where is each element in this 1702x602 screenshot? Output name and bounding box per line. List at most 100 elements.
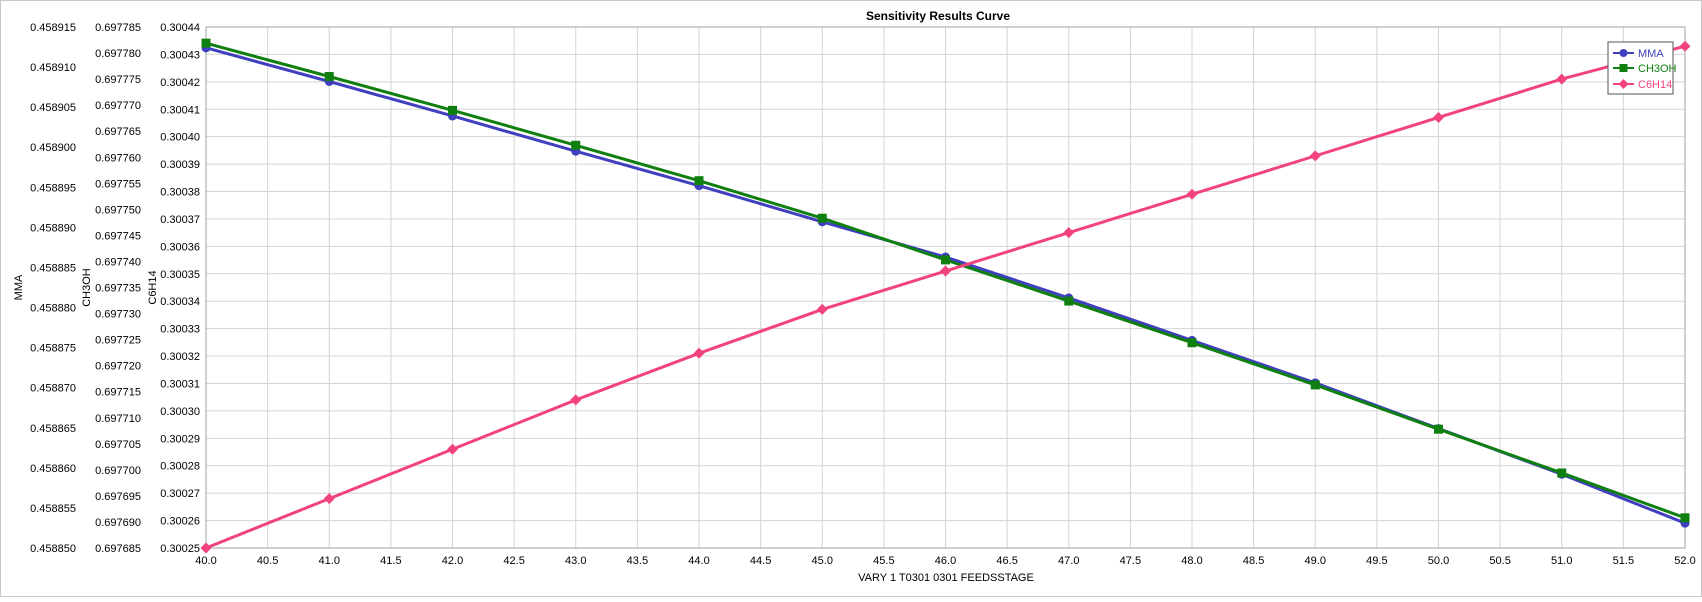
y-tick-label-ch3oh: 0.697715 xyxy=(95,387,141,399)
x-tick-label: 44.5 xyxy=(750,555,771,567)
x-tick-label: 45.0 xyxy=(812,555,833,567)
x-tick-label: 47.0 xyxy=(1058,555,1079,567)
x-axis-title: VARY 1 T0301 0301 FEEDSSTAGE xyxy=(858,572,1034,584)
legend-marker-c6h14 xyxy=(1618,79,1629,89)
y-tick-label-c6h14: 0.30032 xyxy=(160,351,200,363)
data-point-c6h14 xyxy=(1556,73,1568,85)
data-point-c6h14 xyxy=(200,542,212,554)
y-tick-label-mma: 0.458865 xyxy=(30,423,76,435)
data-point-ch3oh xyxy=(571,140,581,150)
data-point-c6h14 xyxy=(1063,227,1075,239)
y-tick-label-ch3oh: 0.697700 xyxy=(95,465,141,477)
y-tick-label-c6h14: 0.30035 xyxy=(160,269,200,281)
y-tick-label-ch3oh: 0.697770 xyxy=(95,100,141,112)
chart-title: Sensitivity Results Curve xyxy=(866,9,1010,23)
y-tick-label-mma: 0.458900 xyxy=(30,142,76,154)
x-tick-label: 48.0 xyxy=(1181,555,1202,567)
data-point-ch3oh xyxy=(324,71,334,81)
y-tick-label-mma: 0.458915 xyxy=(30,22,76,34)
x-tick-label: 46.5 xyxy=(996,555,1017,567)
y-axis-title-ch3oh: CH3OH xyxy=(81,268,93,307)
y-tick-label-c6h14: 0.30043 xyxy=(160,49,200,61)
y-tick-label-c6h14: 0.30029 xyxy=(160,433,200,445)
x-tick-label: 49.0 xyxy=(1305,555,1326,567)
legend-marker-mma xyxy=(1619,49,1628,57)
x-tick-label: 40.0 xyxy=(195,555,216,567)
y-tick-label-c6h14: 0.30030 xyxy=(160,406,200,418)
y-tick-label-c6h14: 0.30044 xyxy=(160,22,200,34)
x-tick-label: 43.0 xyxy=(565,555,586,567)
data-point-c6h14 xyxy=(816,303,828,315)
data-point-ch3oh xyxy=(1680,513,1690,523)
x-tick-label: 51.5 xyxy=(1613,555,1634,567)
y-tick-label-ch3oh: 0.697775 xyxy=(95,74,141,86)
x-tick-label: 43.5 xyxy=(627,555,648,567)
x-axis: 40.0 40.5 41.0 41.5 42.0 42.5 43.0 43.5 44.0 44.5… xyxy=(195,555,1695,567)
data-point-c6h14 xyxy=(693,347,705,359)
y-axis-title-c6h14: C6H14 xyxy=(147,270,159,304)
x-tick-label: 52.0 xyxy=(1674,555,1695,567)
y-tick-label-c6h14: 0.30028 xyxy=(160,461,200,473)
y-tick-label-ch3oh: 0.697710 xyxy=(95,413,141,425)
y-tick-label-ch3oh: 0.697690 xyxy=(95,517,141,529)
y-axes: 0.458850 0.458855 0.458860 0.458865 0.458870… xyxy=(13,22,200,555)
x-tick-label: 49.5 xyxy=(1366,555,1387,567)
data-point-ch3oh xyxy=(201,38,211,48)
data-point-ch3oh xyxy=(1064,296,1074,306)
y-tick-label-c6h14: 0.30031 xyxy=(160,378,200,390)
y-tick-label-ch3oh: 0.697695 xyxy=(95,491,141,503)
data-point-c6h14 xyxy=(447,443,458,455)
data-point-ch3oh xyxy=(1434,424,1443,434)
grid xyxy=(205,26,1686,549)
data-point-c6h14 xyxy=(323,493,335,505)
y-tick-label-c6h14: 0.30039 xyxy=(160,159,200,171)
y-tick-label-c6h14: 0.30041 xyxy=(160,104,200,116)
y-tick-label-ch3oh: 0.697765 xyxy=(95,126,141,138)
data-point-c6h14 xyxy=(1679,40,1691,52)
y-tick-label-ch3oh: 0.697785 xyxy=(95,22,141,34)
x-tick-label: 41.0 xyxy=(319,555,340,567)
data-point-ch3oh xyxy=(817,213,827,223)
x-tick-label: 48.5 xyxy=(1243,555,1264,567)
x-tick-label: 45.5 xyxy=(873,555,894,567)
y-tick-label-mma: 0.458895 xyxy=(30,182,76,194)
legend-label-ch3oh: CH3OH xyxy=(1638,63,1677,75)
y-tick-label-c6h14: 0.30026 xyxy=(160,516,200,528)
x-tick-label: 40.5 xyxy=(257,555,278,567)
y-tick-label-c6h14: 0.30038 xyxy=(160,187,200,199)
y-tick-label-mma: 0.458850 xyxy=(30,543,76,555)
x-tick-label: 41.5 xyxy=(380,555,401,567)
legend-label-mma: MMA xyxy=(1638,48,1664,60)
data-point-ch3oh xyxy=(1310,380,1320,390)
y-tick-label-mma: 0.458885 xyxy=(30,262,76,274)
x-tick-label: 47.5 xyxy=(1120,555,1141,567)
data-point-ch3oh xyxy=(448,105,457,115)
x-tick-label: 50.5 xyxy=(1489,555,1510,567)
data-point-ch3oh xyxy=(941,255,950,265)
y-tick-label-mma: 0.458880 xyxy=(30,303,76,315)
x-tick-label: 44.0 xyxy=(688,555,709,567)
y-tick-label-c6h14: 0.30033 xyxy=(160,324,200,336)
y-tick-label-ch3oh: 0.697735 xyxy=(95,283,141,295)
series xyxy=(200,38,1691,554)
y-tick-label-mma: 0.458860 xyxy=(30,463,76,475)
y-tick-label-ch3oh: 0.697725 xyxy=(95,335,141,347)
data-point-c6h14 xyxy=(1309,150,1321,162)
y-tick-label-mma: 0.458875 xyxy=(30,343,76,355)
x-tick-label: 42.5 xyxy=(503,555,524,567)
y-axis-title-mma: MMA xyxy=(13,274,25,300)
y-tick-label-c6h14: 0.30037 xyxy=(160,214,200,226)
y-tick-label-c6h14: 0.30042 xyxy=(160,77,200,89)
data-point-ch3oh xyxy=(1187,338,1197,348)
x-tick-label: 42.0 xyxy=(442,555,463,567)
y-tick-label-mma: 0.458870 xyxy=(30,383,76,395)
y-tick-label-ch3oh: 0.697730 xyxy=(95,309,141,321)
legend-label-c6h14: C6H14 xyxy=(1638,79,1672,91)
data-point-c6h14 xyxy=(1433,111,1444,123)
y-tick-label-c6h14: 0.30027 xyxy=(160,488,200,500)
y-tick-label-mma: 0.458890 xyxy=(30,222,76,234)
y-tick-label-ch3oh: 0.697760 xyxy=(95,152,141,164)
y-tick-label-ch3oh: 0.697750 xyxy=(95,204,141,216)
data-point-c6h14 xyxy=(1186,188,1198,200)
